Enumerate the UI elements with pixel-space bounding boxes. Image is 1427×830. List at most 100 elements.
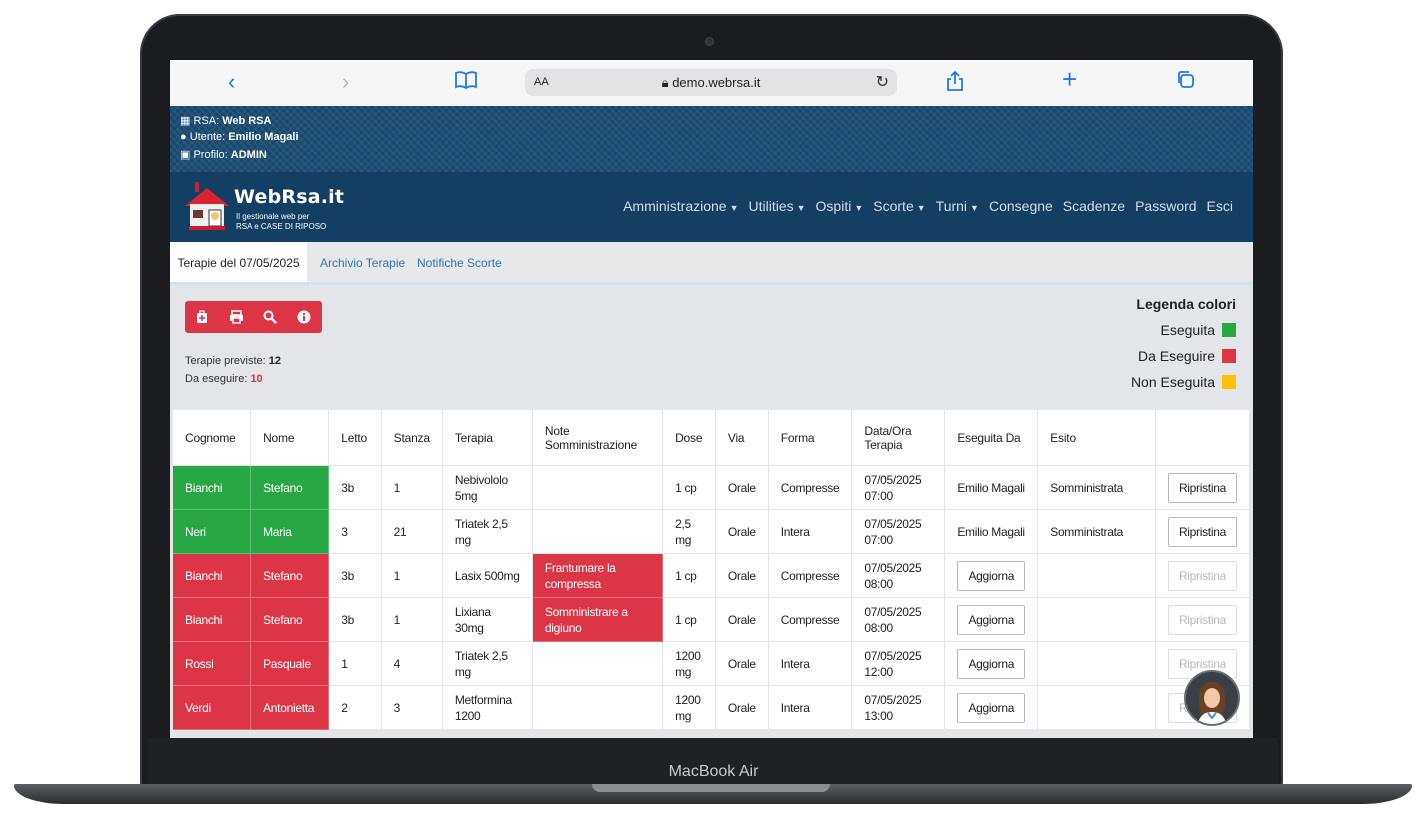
cell-via: Orale [715,509,769,554]
column-header: Terapia [442,410,533,466]
cell-stanza: 1 [381,465,443,510]
nav-item-scorte[interactable]: Scorte ▼ [873,198,926,214]
profile-info: ▣ Profilo: ADMIN [180,149,267,161]
column-header: Stanza [381,410,443,466]
cell-forma: Intera [768,685,853,730]
restore-button[interactable]: Ripristina [1167,604,1237,635]
cell-dose: 2,5 mg [662,509,716,554]
nav-menu: Amministrazione ▼ Utilities ▼ Ospiti ▼ Scorte ▼… [623,198,1233,214]
cell-eseguita-da: Aggiorna [944,641,1039,686]
info-bar: ▦ RSA: Web RSA ● Utente: Emilio Magali ▣… [170,106,1253,172]
legend-item-eseguita: Eseguita [1131,320,1236,346]
nav-item-ospiti[interactable]: Ospiti ▼ [815,198,864,214]
cell-note [532,641,664,686]
nav-item-turni[interactable]: Turni ▼ [935,198,979,214]
therapy-table-wrap: Cognome Nome Letto Stanza Terapia Note Sommin… [173,410,1251,730]
url-value: demo.webrsa.it [672,75,761,90]
cell-stanza: 1 [381,597,443,642]
cell-nome: Maria [250,509,330,554]
user-info: ● Utente: Emilio Magali [180,131,299,143]
column-header: Eseguita Da [944,410,1039,466]
planned-count: 12 [268,355,282,367]
cell-esito: Somministrata [1037,465,1156,510]
cell-data: 07/05/2025 08:00 [851,553,946,598]
column-header: Forma [768,410,853,466]
reader-aa-button[interactable]: AA [534,76,549,88]
table-row: Bianchi Stefano 3b 1 Nebivololo 5mg 1 cp Orale… [173,465,1251,510]
back-icon[interactable]: ‹ [228,69,236,94]
cell-via: Orale [715,465,769,510]
restore-button[interactable]: Ripristina [1167,560,1237,591]
cell-letto: 3b [328,597,382,642]
cell-action: Ripristina [1155,553,1251,598]
todo-therapies: Da eseguire: 10 [185,373,263,385]
reload-icon[interactable]: ↻ [875,74,889,91]
cell-action: Ripristina [1155,509,1251,554]
column-header: Esito [1037,410,1156,466]
cell-note: Frantumare la compressa [532,553,664,598]
update-button[interactable]: Aggiorna [957,648,1026,679]
share-icon[interactable] [946,70,964,98]
nav-item-amministrazione[interactable]: Amministrazione ▼ [623,198,739,214]
cell-dose: 1200 mg [662,685,716,730]
cell-cognome: Neri [173,509,252,554]
assistant-avatar[interactable] [1184,670,1240,726]
nav-item-consegne[interactable]: Consegne [988,198,1053,214]
nav-item-utilities[interactable]: Utilities ▼ [748,198,806,214]
column-header: Via [715,410,769,466]
cell-forma: Intera [768,509,853,554]
nav-item-password[interactable]: Password [1135,198,1197,214]
update-button[interactable]: Aggiorna [957,604,1026,635]
laptop-base [14,784,1412,804]
caret-down-icon: ▼ [796,203,806,213]
planned-therapies: Terapie previste: 12 [185,355,282,367]
cell-esito: Somministrata [1037,509,1156,554]
address-bar[interactable]: AA 🔒︎ demo.webrsa.it ↻ [525,69,897,96]
cell-eseguita-da: Aggiorna [944,685,1039,730]
caret-down-icon: ▼ [729,203,739,213]
new-tab-icon[interactable]: + [1062,64,1078,94]
medical-bag-icon[interactable] [185,301,219,333]
tabs-icon[interactable] [1176,70,1196,96]
laptop-bezel [148,738,1278,784]
bookmarks-icon[interactable] [454,70,478,96]
search-icon[interactable] [253,301,287,333]
caret-down-icon: ▼ [854,203,864,213]
therapy-table: Cognome Nome Letto Stanza Terapia Note Sommin… [173,410,1251,730]
update-button[interactable]: Aggiorna [957,560,1026,591]
tab-notifiche-scorte[interactable]: Notifiche Scorte [417,256,502,270]
logo-title[interactable]: WebRsa.it [234,186,345,208]
color-legend: Legenda colori Eseguita Da Eseguire Non … [1131,296,1236,398]
cell-forma: Compresse [768,597,853,642]
nav-item-esci[interactable]: Esci [1206,198,1233,214]
update-button[interactable]: Aggiorna [957,692,1026,723]
cell-data: 07/05/2025 08:00 [851,597,946,642]
cell-stanza: 4 [381,641,443,686]
cell-eseguita-da: Aggiorna [944,597,1039,642]
cell-eseguita-da: Aggiorna [944,553,1039,598]
legend-swatch-green [1222,323,1236,337]
cell-terapia: Triatek 2,5 mg [442,641,533,686]
nav-item-scadenze[interactable]: Scadenze [1062,198,1126,214]
forward-icon[interactable]: › [342,69,350,94]
laptop-notch [592,784,830,792]
cell-data: 07/05/2025 13:00 [851,685,946,730]
profile-value: ADMIN [230,149,267,161]
cell-dose: 1 cp [662,553,716,598]
cell-letto: 2 [328,685,382,730]
cell-nome: Pasquale [250,641,330,686]
restore-button[interactable]: Ripristina [1167,516,1237,547]
cell-cognome: Verdi [173,685,252,730]
cell-letto: 1 [328,641,382,686]
restore-button[interactable]: Ripristina [1167,472,1237,503]
cell-esito [1037,597,1156,642]
cell-data: 07/05/2025 07:00 [851,465,946,510]
tab-archivio-terapie[interactable]: Archivio Terapie [320,256,406,270]
column-header: Nome [250,410,330,466]
print-icon[interactable] [219,301,253,333]
tab-terapie-oggi[interactable]: Terapie del 07/05/2025 [170,242,307,282]
logo-subtitle: Il gestionale web per RSA e CASE DI RIPO… [236,212,327,231]
info-icon[interactable] [287,301,321,333]
logo-house-icon[interactable] [183,180,231,232]
caret-down-icon: ▼ [916,203,926,213]
